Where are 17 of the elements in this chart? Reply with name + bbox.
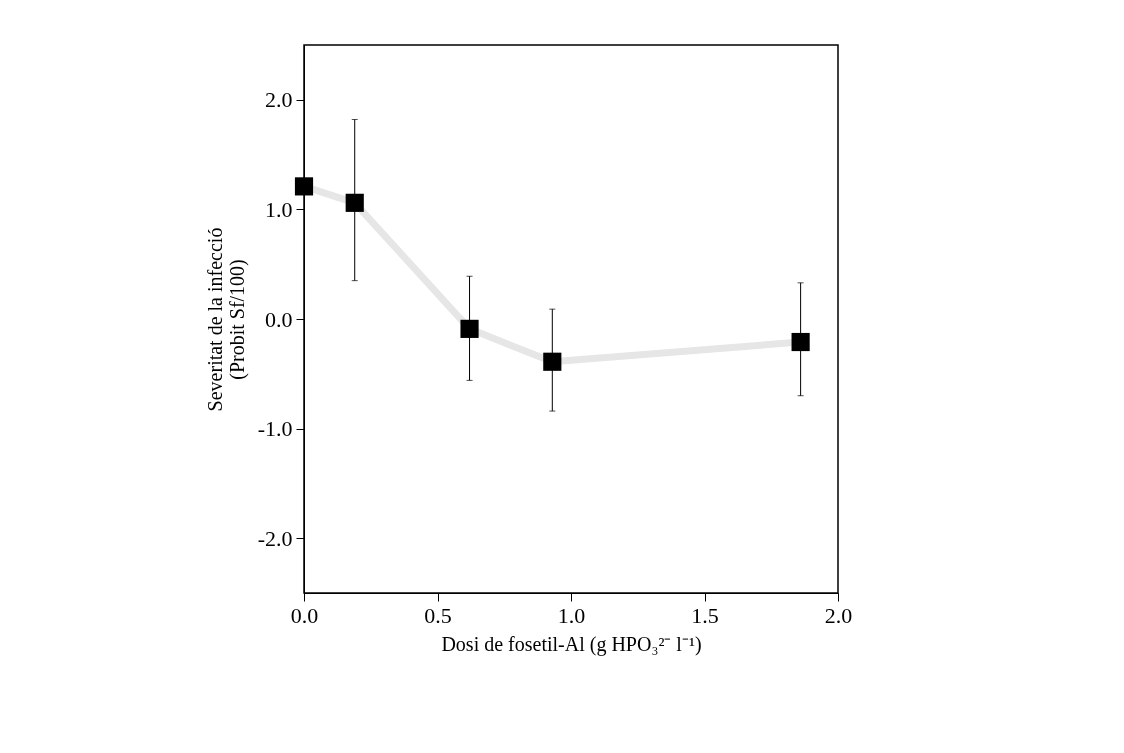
point [791, 332, 810, 352]
point [345, 193, 364, 212]
y-axis-title: Severitat de la infecció (Probit Sf/100) [203, 227, 249, 412]
point [294, 177, 314, 196]
point [460, 319, 479, 338]
x-tick-label: 0.5 [424, 602, 452, 628]
x-tick-label: 1.5 [691, 602, 719, 628]
x-tick-label: 0.0 [290, 602, 319, 628]
x-axis-title: Dosi de fosetil-Al (g HPO₃²⁻ l⁻¹) [441, 632, 702, 656]
y-tick-label: 1.0 [265, 196, 293, 222]
y-tick-label: -1.0 [257, 416, 293, 442]
y-tick-label: -2.0 [257, 525, 293, 551]
y-tick-label: 2.0 [265, 87, 293, 113]
y-tick-label: 0.0 [265, 306, 293, 332]
x-tick-label: 2.0 [824, 602, 853, 628]
point [543, 352, 562, 371]
x-tick-label: 1.0 [557, 602, 586, 628]
